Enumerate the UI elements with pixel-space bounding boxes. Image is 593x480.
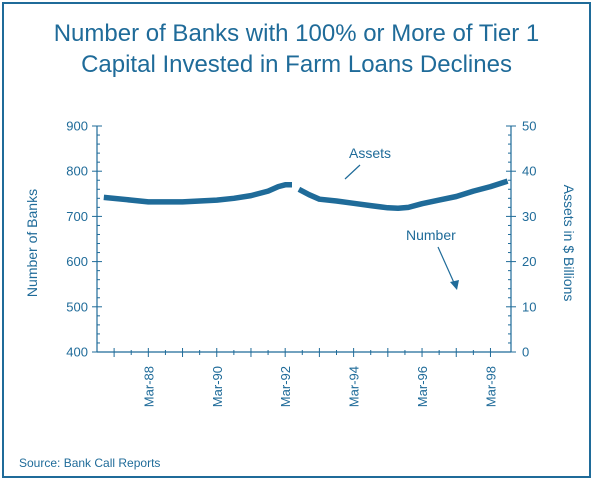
right-axis-tick-label: 10 (522, 299, 536, 314)
left-axis-tick-label: 700 (66, 209, 88, 224)
chart-axes: 400 500 600 700 800 900 0 10 20 30 40 50 Mar-88 Mar-9… (24, 119, 577, 408)
x-axis-tick-label: Mar-94 (347, 366, 362, 407)
right-axis-tick-label: 30 (522, 209, 536, 224)
chart-annotations: Assets Number (344, 145, 459, 290)
chart-title-line-2: Capital Invested in Farm Loans Declines (81, 51, 512, 78)
chart-title-line-1: Number of Banks with 100% or More of Tie… (53, 20, 540, 47)
left-axis-tick-label: 900 (66, 119, 88, 134)
x-axis-tick-label: Mar-90 (210, 366, 225, 407)
right-axis-title: Assets in $ Billions (561, 185, 577, 302)
x-axis-tick-label: Mar-98 (483, 366, 498, 407)
assets-series-line (297, 178, 509, 212)
right-axis-tick-label: 50 (522, 119, 536, 134)
left-axis-tick-label: 600 (66, 254, 88, 269)
right-axis-tick-label: 0 (522, 345, 529, 360)
x-axis-tick-label: Mar-92 (278, 366, 293, 407)
left-axis-tick-label: 400 (66, 345, 88, 360)
annotation-number-pointer (437, 246, 456, 286)
chart-series (103, 178, 509, 212)
left-axis-tick-label: 500 (66, 299, 88, 314)
assets-series-line (103, 182, 292, 205)
left-axis-tick-label: 800 (66, 164, 88, 179)
x-axis-tick-label: Mar-88 (141, 366, 156, 407)
annotation-number-arrowhead (450, 280, 459, 290)
left-axis-title: Number of Banks (24, 189, 40, 297)
x-axis-tick-label: Mar-96 (415, 366, 430, 407)
right-axis-tick-label: 40 (522, 164, 536, 179)
right-axis-tick-label: 20 (522, 254, 536, 269)
chart-title: Number of Banks with 100% or More of Tie… (0, 18, 593, 80)
annotation-assets-label: Assets (349, 145, 391, 161)
source-note: Source: Bank Call Reports (19, 456, 161, 470)
annotation-number-label: Number (406, 227, 456, 243)
annotation-assets-pointer (344, 164, 361, 180)
